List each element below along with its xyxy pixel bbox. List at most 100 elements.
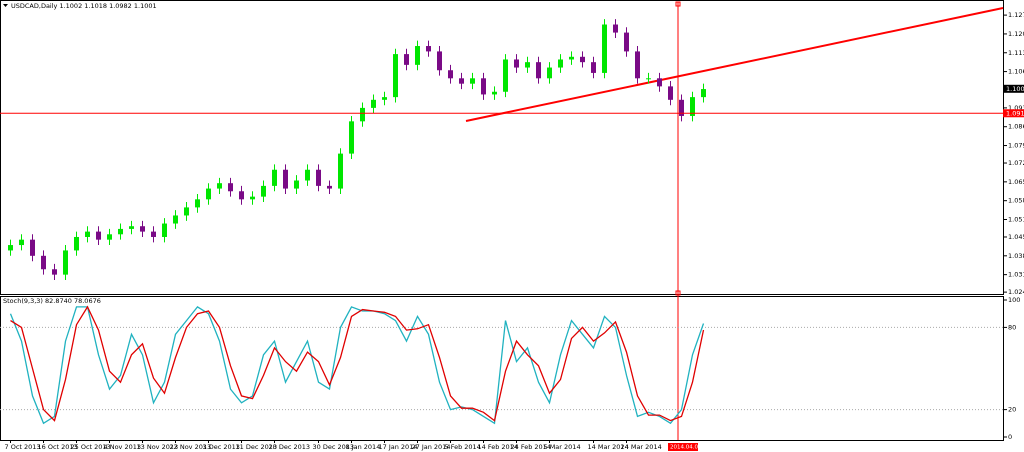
- candle-body: [547, 67, 552, 79]
- candle-body: [492, 91, 497, 95]
- y-tick-label: 1.1135: [1008, 49, 1024, 57]
- candle-body: [316, 169, 321, 186]
- candle-body: [470, 78, 475, 84]
- candle-body: [151, 231, 156, 237]
- y-tick-label: 1.1205: [1008, 30, 1024, 38]
- y-tick-label: 1.0380: [1008, 252, 1024, 260]
- candle-body: [8, 245, 13, 251]
- menu-arrow: [3, 4, 8, 7]
- x-tick-label: 5 Feb 2014: [445, 443, 481, 451]
- candle-body: [250, 196, 255, 200]
- trendline: [465, 7, 1004, 122]
- candle-body: [327, 185, 332, 189]
- candle-body: [129, 226, 134, 229]
- x-tick-label: 8 Jan 2014: [346, 443, 381, 451]
- candle-body: [228, 183, 233, 192]
- candle-body: [701, 89, 706, 98]
- x-tick-label: 17 Jan 2014: [379, 443, 418, 451]
- candle-body: [283, 169, 288, 189]
- y-tick-label: 1.0930: [1008, 104, 1024, 112]
- y-tick-label: 80: [1008, 323, 1016, 331]
- y-tick-label: 1.0790: [1008, 142, 1024, 150]
- candle-body: [437, 51, 442, 71]
- candle-body: [338, 153, 343, 189]
- candle-body: [360, 107, 365, 122]
- crosshair-price-box: [1003, 109, 1024, 118]
- crosshair-marker: [675, 1, 681, 7]
- candle-body: [569, 56, 574, 60]
- y-tick-label: 1.0655: [1008, 178, 1024, 186]
- y-tick-label: 20: [1008, 406, 1016, 414]
- candle-body: [679, 99, 684, 116]
- candle-body: [162, 223, 167, 237]
- x-tick-label: 14 Feb 2014: [478, 443, 518, 451]
- candle-body: [63, 250, 68, 275]
- candle-body: [481, 78, 486, 95]
- x-tick-label: 3 Dec 2013: [203, 443, 240, 451]
- candle-body: [107, 234, 112, 240]
- candle-body: [536, 62, 541, 79]
- candle-body: [261, 185, 266, 197]
- x-tick-label: 5 Mar 2014: [544, 443, 581, 451]
- x-tick-label: 4 Nov 2013: [104, 443, 142, 451]
- y-tick-label: 1.0450: [1008, 233, 1024, 241]
- crosshair-marker: [675, 290, 681, 296]
- x-tick-label: 7 Oct 2013: [5, 443, 41, 451]
- candle-body: [382, 97, 387, 100]
- candle-body: [404, 54, 409, 65]
- x-tick-label: 14 Mar 2014: [588, 443, 629, 451]
- crosshair-date-label: 2014.04.09 00:00: [670, 445, 720, 451]
- x-tick-label: 27 Jan 2014: [412, 443, 451, 451]
- y-tick-label: 0: [1008, 433, 1012, 441]
- candle-body: [239, 191, 244, 200]
- candle-body: [184, 207, 189, 216]
- candle-body: [195, 199, 200, 208]
- candle-body: [272, 169, 277, 186]
- candle-body: [690, 97, 695, 116]
- x-tick-label: 22 Nov 2013: [170, 443, 212, 451]
- candle-body: [426, 46, 431, 52]
- candle-body: [602, 24, 607, 73]
- candle-body: [514, 59, 519, 68]
- last-price-label: 1.1001: [1006, 85, 1024, 93]
- y-tick-label: 1.0725: [1008, 159, 1024, 167]
- candle-body: [217, 183, 222, 189]
- stoch-line: [10, 305, 705, 422]
- stoch-line: [9, 306, 705, 425]
- stoch-panel: [0, 296, 1004, 441]
- y-tick-label: 1.0245: [1008, 288, 1024, 296]
- y-tick-label: 1.1275: [1008, 11, 1024, 19]
- x-tick-label: 11 Dec 2013: [236, 443, 278, 451]
- y-tick-label: 1.0860: [1008, 123, 1024, 131]
- candle-body: [393, 54, 398, 98]
- x-tick-label: 20 Dec 2013: [269, 443, 311, 451]
- candle-body: [74, 236, 79, 251]
- candle-body: [173, 215, 178, 224]
- candle-body: [415, 46, 420, 65]
- y-tick-label: 100: [1008, 296, 1020, 304]
- crosshair-date-box: [668, 443, 698, 451]
- candle-body: [52, 269, 57, 275]
- x-tick-label: 24 Mar 2014: [621, 443, 662, 451]
- x-tick-label: 16 Oct 2013: [38, 443, 78, 451]
- candle-body: [624, 32, 629, 52]
- candle-body: [613, 24, 618, 33]
- candle-body: [448, 70, 453, 79]
- last-price-box: [1003, 84, 1024, 93]
- candle-body: [635, 51, 640, 79]
- candle-body: [294, 180, 299, 189]
- candle-body: [41, 255, 46, 270]
- candle-body: [668, 86, 673, 100]
- y-tick-label: 1.1065: [1008, 68, 1024, 76]
- candle-body: [140, 226, 145, 232]
- candle-body: [646, 78, 651, 80]
- candle-body: [19, 239, 24, 246]
- x-tick-label: 24 Feb 2014: [511, 443, 551, 451]
- x-tick-label: 25 Oct 2013: [71, 443, 111, 451]
- indicator-title: Stoch(9,3,3) 82.8740 78.0676: [3, 297, 101, 305]
- candle-body: [30, 239, 35, 256]
- y-tick-label: 1.0515: [1008, 216, 1024, 224]
- candle-body: [558, 59, 563, 68]
